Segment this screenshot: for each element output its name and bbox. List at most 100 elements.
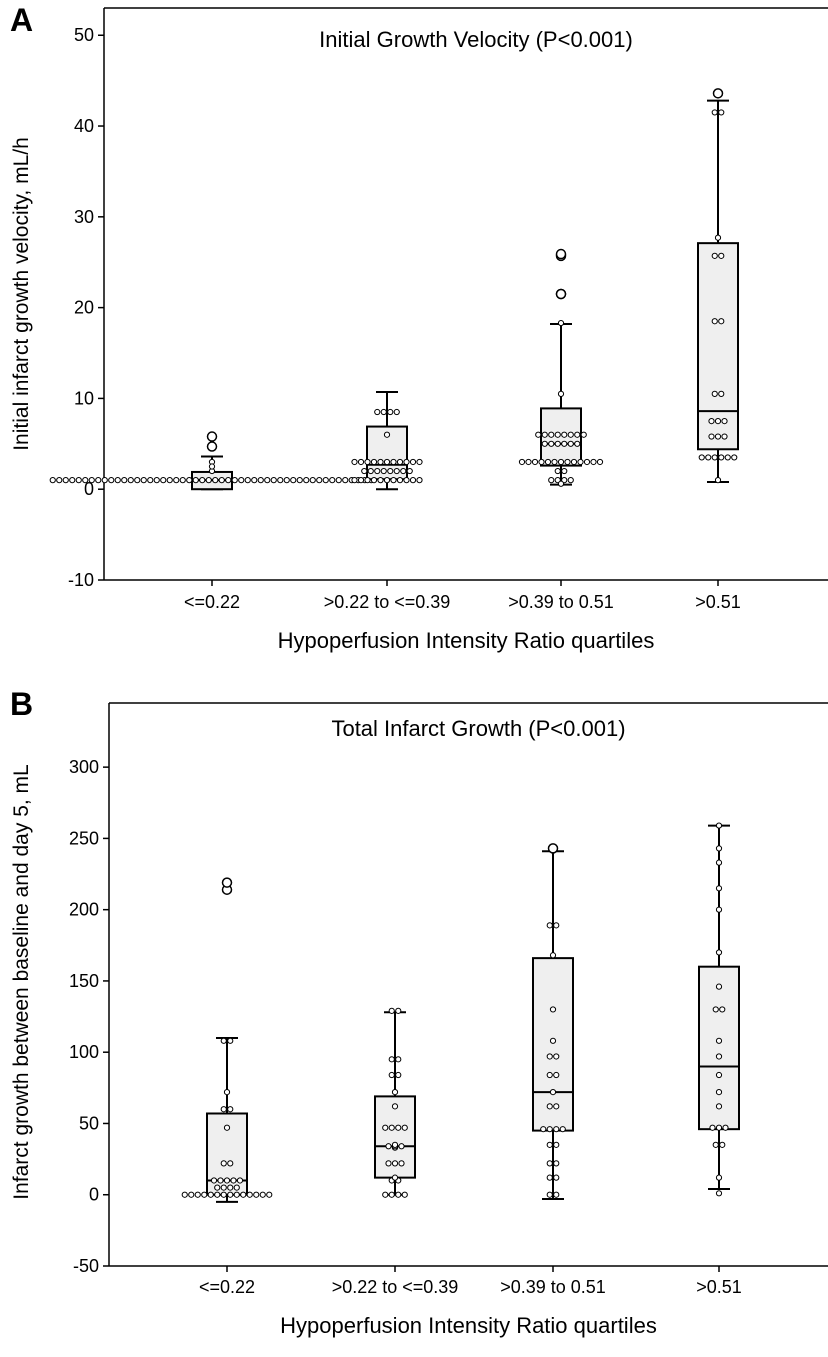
data-point <box>95 477 102 484</box>
data-point <box>395 1007 402 1014</box>
data-point <box>387 408 394 416</box>
data-point <box>231 477 238 484</box>
outlier-point <box>206 431 218 442</box>
data-point <box>548 431 555 438</box>
data-point <box>554 467 561 475</box>
data-point <box>553 1174 560 1181</box>
data-point <box>296 477 303 484</box>
data-point <box>181 1191 188 1198</box>
data-point <box>244 477 251 484</box>
data-point <box>62 477 69 484</box>
data-point <box>283 477 290 484</box>
data-point <box>731 454 738 461</box>
data-point <box>385 1143 392 1150</box>
data-point <box>270 477 277 484</box>
data-point <box>518 458 526 466</box>
y-tick-label: 50 <box>79 1113 99 1133</box>
data-point <box>395 1056 402 1063</box>
data-point <box>220 1106 227 1113</box>
iqr-box <box>697 242 739 451</box>
data-point <box>546 1071 553 1079</box>
data-point <box>553 1160 560 1167</box>
data-point <box>391 1141 399 1148</box>
data-point <box>166 477 173 484</box>
data-point <box>577 458 584 466</box>
data-point <box>396 477 404 484</box>
data-point <box>351 477 358 484</box>
data-point <box>546 1126 553 1133</box>
y-tick-label: -50 <box>73 1256 99 1276</box>
x-tick-label: >0.39 to 0.51 <box>500 1277 606 1297</box>
data-point <box>715 1089 723 1096</box>
data-point <box>553 1141 560 1148</box>
data-point <box>715 859 723 866</box>
x-tick-label: >0.22 to <=0.39 <box>324 592 451 612</box>
data-point <box>715 1103 723 1110</box>
data-point <box>711 252 718 259</box>
data-point <box>186 477 193 484</box>
data-point <box>382 1191 389 1198</box>
data-point <box>395 1124 402 1131</box>
data-point <box>540 1126 547 1133</box>
outlier-point <box>555 288 567 300</box>
data-point <box>380 408 387 416</box>
data-point <box>127 477 134 484</box>
data-point <box>549 1089 557 1096</box>
data-point <box>88 477 95 484</box>
data-point <box>188 1191 195 1198</box>
data-point <box>409 458 417 466</box>
data-point <box>69 477 76 484</box>
data-point <box>553 1053 560 1060</box>
data-point <box>574 440 581 447</box>
data-point <box>49 477 56 484</box>
data-point <box>101 477 108 484</box>
y-tick-label: 200 <box>69 900 99 920</box>
data-point <box>564 458 571 466</box>
data-point <box>715 1037 723 1044</box>
data-point <box>574 431 581 438</box>
data-point <box>401 1191 408 1198</box>
data-point <box>715 1174 723 1181</box>
data-point <box>385 1160 392 1167</box>
y-tick-label: 40 <box>74 116 94 136</box>
data-point <box>377 477 384 484</box>
data-point <box>711 318 718 325</box>
data-point <box>708 418 715 425</box>
data-point <box>210 1177 218 1184</box>
data-point <box>712 1141 719 1148</box>
panel-label-b: B <box>10 686 34 722</box>
data-point <box>567 477 574 484</box>
data-point <box>357 458 365 466</box>
data-point <box>400 467 407 475</box>
data-point <box>382 1124 389 1131</box>
data-point <box>367 467 374 475</box>
data-point <box>403 458 410 466</box>
data-point <box>718 454 725 461</box>
data-point <box>709 1124 716 1131</box>
y-tick-label: 300 <box>69 757 99 777</box>
data-point <box>590 458 597 466</box>
data-point <box>403 477 410 484</box>
data-point <box>357 477 365 484</box>
data-point <box>147 477 154 484</box>
data-point <box>715 1071 723 1079</box>
data-point <box>391 1089 399 1096</box>
iqr-box <box>532 957 574 1132</box>
data-point <box>549 1006 557 1013</box>
data-point <box>383 431 391 438</box>
outlier-point <box>547 843 559 854</box>
data-point <box>561 431 568 438</box>
data-point <box>220 1037 227 1044</box>
data-point <box>199 477 206 484</box>
data-point <box>398 1143 405 1150</box>
data-point <box>370 458 378 466</box>
data-point <box>714 477 722 484</box>
data-point <box>557 390 565 397</box>
data-point <box>718 109 725 116</box>
data-point <box>535 431 542 438</box>
data-point <box>388 1124 395 1131</box>
x-tick-label: >0.39 to 0.51 <box>508 592 614 612</box>
data-point <box>266 1191 273 1198</box>
data-point <box>546 1174 553 1181</box>
data-point <box>718 252 725 259</box>
